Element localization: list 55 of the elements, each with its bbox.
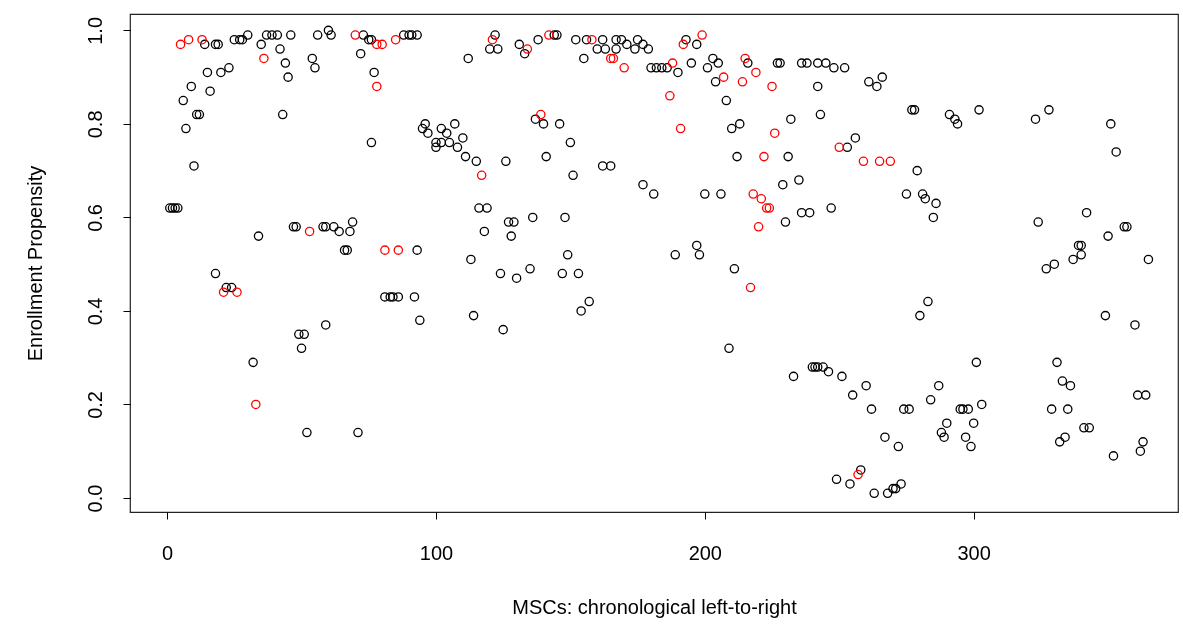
point	[756, 193, 767, 204]
y-tick-label: 1.0	[83, 16, 106, 45]
y-axis-title: Enrollment Propensity	[23, 165, 46, 362]
point	[740, 53, 750, 64]
point	[377, 39, 387, 50]
point	[544, 30, 554, 40]
point	[350, 30, 361, 40]
point	[834, 142, 845, 153]
point	[183, 34, 194, 45]
point	[748, 189, 758, 199]
point	[522, 44, 533, 54]
point	[858, 156, 869, 167]
point	[251, 399, 261, 410]
point	[767, 81, 777, 92]
point	[769, 128, 780, 138]
point	[853, 469, 863, 480]
point	[745, 282, 756, 293]
y-tick-label: 0.4	[83, 297, 106, 326]
point	[667, 58, 678, 68]
point	[218, 287, 229, 297]
point	[678, 39, 689, 50]
point	[718, 72, 729, 82]
point	[619, 63, 629, 73]
y-tick-label: 0.0	[83, 484, 106, 513]
point	[675, 123, 686, 134]
x-tick-label: 100	[419, 541, 454, 564]
point	[885, 156, 896, 167]
point	[372, 81, 382, 92]
point	[304, 226, 315, 237]
point	[476, 170, 487, 181]
point	[380, 245, 390, 255]
point	[759, 151, 769, 162]
point	[737, 77, 748, 87]
point	[390, 34, 401, 45]
point	[197, 34, 207, 45]
point	[587, 34, 597, 45]
x-axis-title: MSCs: chronological left-to-right	[512, 595, 798, 618]
point	[372, 39, 382, 50]
x-tick-label: 300	[957, 541, 991, 564]
point	[874, 156, 885, 167]
point	[751, 67, 761, 78]
point	[753, 222, 764, 232]
y-tick-label: 0.6	[83, 204, 106, 232]
x-tick-label: 0	[162, 541, 174, 564]
x-tick-label: 200	[688, 541, 722, 564]
point	[536, 109, 546, 120]
point	[232, 287, 242, 297]
point	[393, 245, 404, 255]
point	[175, 39, 186, 50]
point	[665, 91, 675, 101]
y-tick-label: 0.2	[83, 391, 106, 419]
point	[487, 34, 498, 45]
y-tick-label: 0.8	[83, 110, 106, 139]
point	[697, 30, 707, 40]
point	[259, 53, 269, 64]
